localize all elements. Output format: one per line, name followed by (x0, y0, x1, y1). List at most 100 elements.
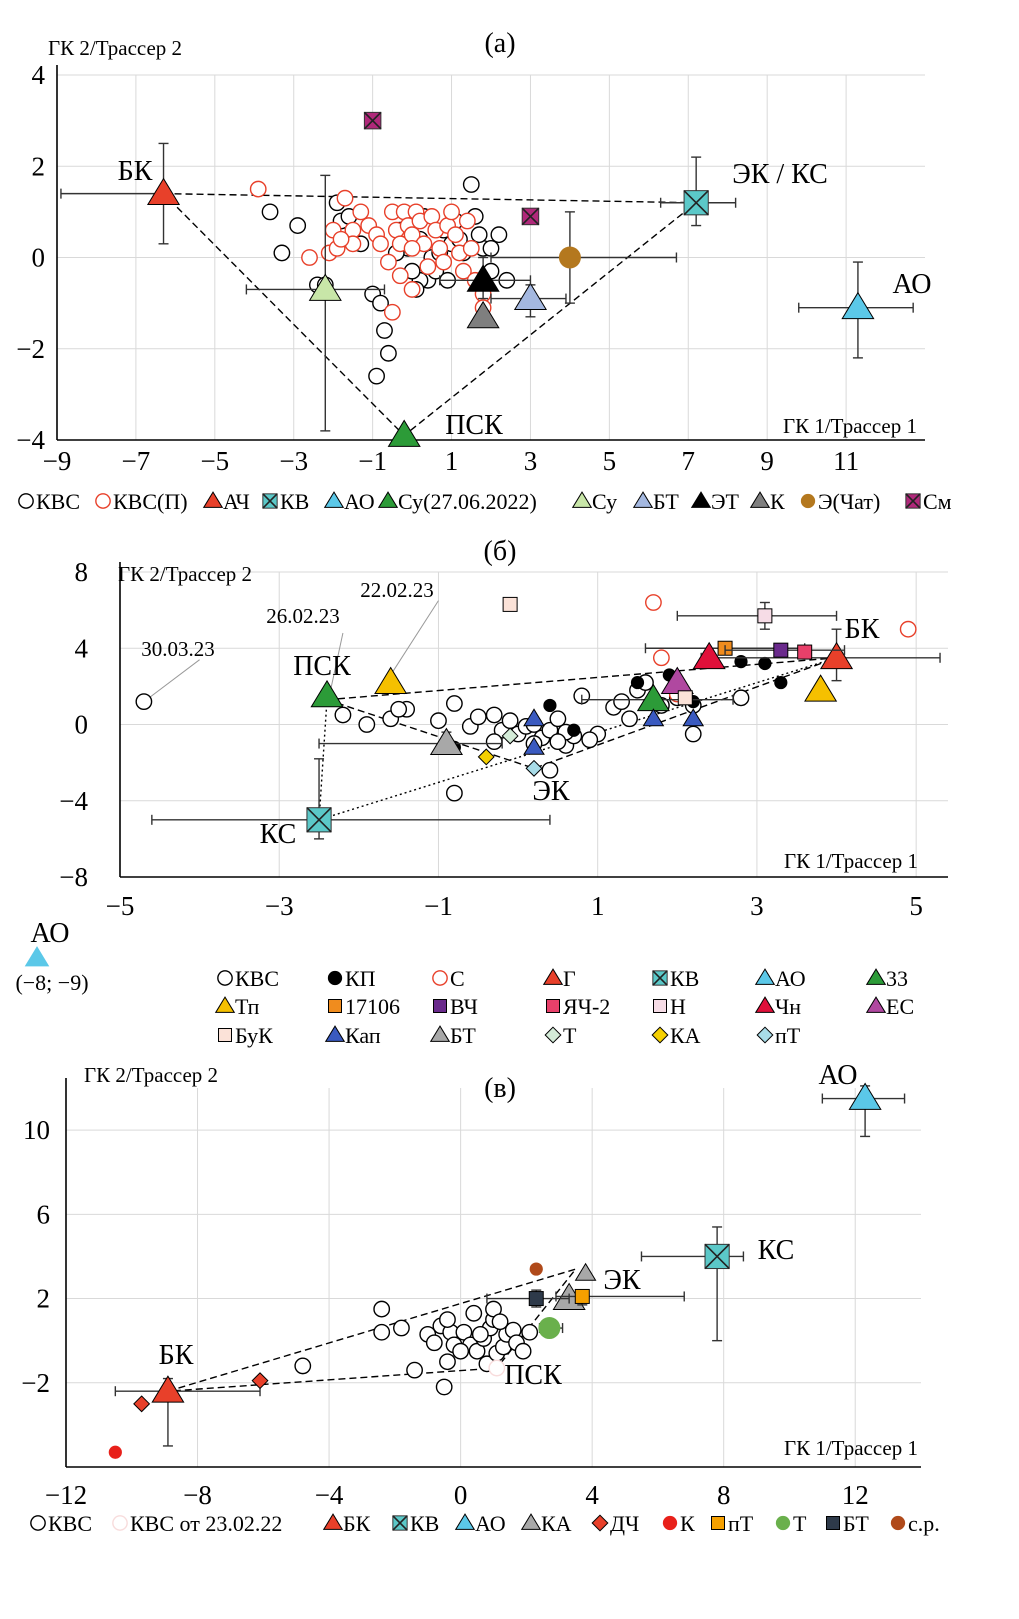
legend-label: Г (563, 966, 576, 991)
data-point (334, 706, 352, 724)
data-point (774, 675, 788, 690)
mixing-triangle (326, 657, 837, 770)
legend-label: БуК (235, 1023, 273, 1048)
legend-item: ВЧ (433, 994, 478, 1019)
x-tick-label: −8 (183, 1480, 212, 1510)
series-11 (529, 1262, 543, 1276)
y-axis-label: ГК 2/Трассер 2 (118, 562, 252, 586)
data-point (363, 111, 382, 130)
data-point (488, 1359, 506, 1377)
legend-item: Су(27.06.2022) (377, 489, 537, 514)
legend-marker (544, 1026, 562, 1044)
legend-label: Тп (235, 994, 260, 1019)
x-tick-label: 9 (760, 446, 774, 476)
series-6 (133, 1372, 269, 1413)
legend-marker (95, 493, 111, 509)
data-point (439, 1311, 456, 1329)
data-point (541, 721, 559, 739)
x-axis-label: ГК 1/Трассер 1 (783, 414, 917, 438)
legend-marker (542, 968, 564, 985)
annotation: 30.03.23 (141, 637, 215, 661)
legend-marker (328, 999, 342, 1013)
data-point (310, 679, 344, 708)
mixing-lines (161, 192, 699, 437)
data-point (403, 239, 421, 257)
legend-item: АО (323, 489, 375, 514)
legend-label: АЧ (223, 489, 250, 514)
legend-label: К (770, 489, 785, 514)
ao-offchart-marker (24, 946, 50, 967)
mixing-lines (326, 657, 837, 770)
data-point (135, 693, 153, 711)
data-point (387, 419, 421, 447)
legend-marker (392, 1515, 408, 1531)
data-point (423, 208, 441, 225)
data-point (621, 710, 638, 728)
series-8 (439, 256, 532, 300)
legend-label: КП (345, 966, 376, 991)
data-point (465, 1304, 483, 1322)
data-point (251, 1372, 269, 1390)
legend-label: КВ (410, 1511, 439, 1536)
data-point (406, 1361, 423, 1379)
legend-item: Н (653, 994, 686, 1019)
y-tick-label: −2 (16, 334, 45, 364)
legend-label: Т (563, 1023, 577, 1048)
data-point (358, 716, 376, 733)
series-11 (363, 111, 540, 226)
legend-item: АО (754, 966, 806, 991)
y-axis-label: ГК 2/Трассер 2 (48, 36, 182, 60)
annotation: КС (260, 819, 297, 850)
marker-cross (683, 190, 709, 216)
series-12 (692, 641, 726, 670)
legend-marker (112, 1515, 128, 1531)
legend-item: К (662, 1511, 695, 1536)
legend-item: Т (544, 1023, 577, 1048)
data-point (841, 291, 875, 320)
legend-item: пТ (711, 1511, 754, 1536)
data-point (108, 1445, 122, 1459)
legend-marker (433, 999, 447, 1013)
data-point (146, 177, 181, 206)
series-3 (700, 628, 941, 682)
annotation: АО (30, 918, 69, 949)
legend-item: Кап (324, 1023, 381, 1048)
data-point (528, 1291, 544, 1307)
legend-label: ЯЧ-2 (563, 994, 610, 1019)
series-14 (502, 596, 693, 706)
legend-item: пТ (756, 1023, 801, 1048)
legend-marker (520, 1513, 542, 1530)
legend-label: Н (670, 994, 686, 1019)
data-point (454, 262, 472, 280)
data-point (466, 264, 500, 292)
data-point (294, 1357, 312, 1375)
data-point (435, 253, 453, 271)
series-1 (488, 1359, 506, 1377)
y-tick-label: 6 (37, 1199, 51, 1229)
legend-item: См (905, 489, 952, 514)
data-point (677, 690, 693, 706)
data-point (485, 706, 503, 724)
data-point (445, 784, 463, 802)
series-4 (821, 1082, 906, 1138)
data-point (514, 1342, 532, 1360)
data-point (513, 282, 548, 310)
data-point (477, 748, 495, 766)
data-point (797, 644, 813, 660)
data-point (462, 239, 480, 257)
data-point (372, 294, 389, 312)
legend-marker (432, 970, 448, 986)
data-point (466, 300, 500, 329)
legend-marker (327, 970, 343, 986)
data-point (469, 708, 487, 726)
marker-cross (392, 1515, 408, 1531)
x-tick-label: 7 (682, 446, 696, 476)
legend-marker (217, 970, 233, 986)
legend-item: БТ (826, 1511, 869, 1536)
series-3 (659, 156, 737, 227)
y-tick-label: −8 (59, 862, 88, 892)
annotation: ЭК (532, 776, 569, 807)
panel-b: −5 −3 −1 1 3 5 −8 −4 0 4 8 (б) ГК 2/Трассер 2 ГК 1/Тр… (15, 536, 948, 995)
legend-item: КВС (18, 489, 80, 514)
